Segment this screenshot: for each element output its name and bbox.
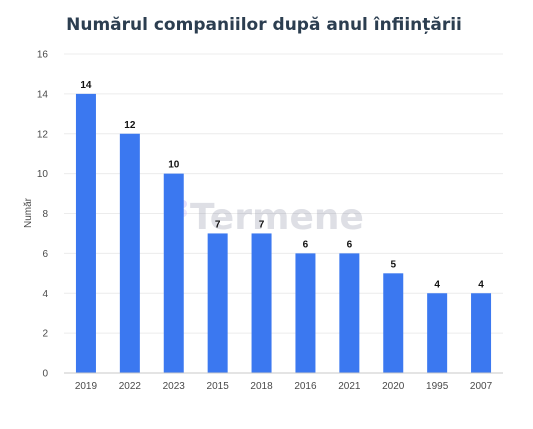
- y-tick-label: 2: [42, 329, 48, 340]
- bars: [75, 93, 492, 373]
- x-tick-label: 2021: [338, 381, 361, 392]
- bar: [471, 293, 492, 373]
- y-axis-label: Număr: [23, 197, 34, 228]
- y-tick-label: 10: [37, 169, 49, 180]
- x-axis-ticks: 2019 2022 2023 2015 2018 2016 2021 2020 1995 2007: [75, 381, 493, 392]
- y-tick-label: 8: [42, 209, 48, 220]
- bar-value-label: 4: [478, 279, 484, 290]
- y-axis-ticks: 0 2 4 6 8 10 12 14 16: [37, 50, 49, 380]
- x-tick-label: 2023: [163, 381, 186, 392]
- x-tick-label: 2020: [382, 381, 405, 392]
- x-tick-label: 2007: [470, 381, 493, 392]
- bar: [427, 293, 448, 373]
- bar: [119, 133, 140, 373]
- x-tick-label: 2016: [294, 381, 317, 392]
- data-labels: 14 12 10 7 7 6 6 5 4 4: [80, 80, 484, 290]
- y-tick-label: 14: [37, 89, 49, 100]
- bar-value-label: 7: [259, 219, 265, 230]
- watermark-text: Termene: [190, 197, 364, 238]
- x-tick-label: 2015: [207, 381, 230, 392]
- bar: [163, 173, 184, 373]
- chart-title: Numărul companiilor după anul înființări…: [66, 15, 462, 35]
- bar-value-label: 6: [303, 239, 309, 250]
- y-tick-label: 12: [37, 129, 49, 140]
- x-tick-label: 2018: [250, 381, 273, 392]
- x-tick-label: 2022: [119, 381, 142, 392]
- bar: [383, 273, 404, 373]
- bar-value-label: 14: [80, 80, 92, 91]
- bar: [207, 233, 228, 373]
- y-tick-label: 4: [42, 289, 48, 300]
- bar-value-label: 7: [215, 219, 221, 230]
- bar-value-label: 10: [168, 160, 180, 171]
- bar-value-label: 5: [390, 259, 396, 270]
- bar: [251, 233, 272, 373]
- y-tick-label: 0: [42, 369, 48, 380]
- bar: [339, 253, 360, 373]
- bar-value-label: 4: [434, 279, 440, 290]
- x-tick-label: 1995: [426, 381, 449, 392]
- x-tick-label: 2019: [75, 381, 98, 392]
- bar-value-label: 6: [347, 239, 353, 250]
- y-tick-label: 6: [42, 249, 48, 260]
- y-tick-label: 16: [37, 50, 49, 61]
- termene-watermark: Termene: [169, 197, 364, 238]
- bar: [295, 253, 316, 373]
- bar-value-label: 12: [124, 120, 136, 131]
- bar: [75, 93, 96, 373]
